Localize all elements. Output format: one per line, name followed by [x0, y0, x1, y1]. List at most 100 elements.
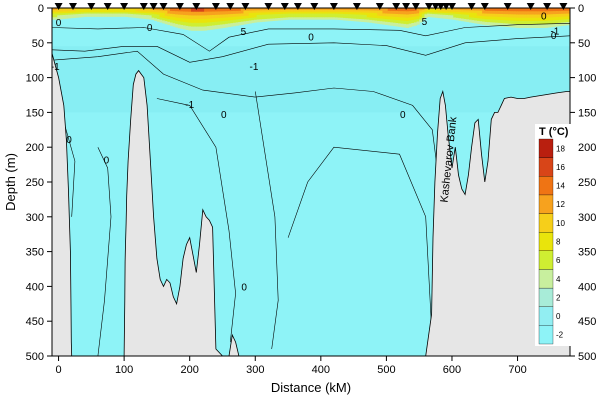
surface-temp-cell [54, 13, 58, 16]
station-marker [87, 3, 96, 10]
surface-temp-cell [267, 10, 271, 13]
surface-temp-cell [301, 13, 305, 16]
surface-temp-cell [416, 21, 420, 25]
surface-temp-cell [371, 20, 376, 24]
surface-temp-cell [251, 17, 255, 21]
surface-temp-cell [332, 15, 336, 18]
surface-temp-cell [542, 14, 546, 19]
surface-temp-cell [466, 10, 470, 14]
surface-temp-cell [114, 10, 119, 13]
surface-temp-cell [500, 20, 504, 24]
surface-temp-cell [72, 14, 77, 17]
surface-temp-cell [93, 12, 98, 15]
surface-temp-cell [261, 10, 265, 13]
surface-temp-cell [217, 21, 221, 26]
surface-temp-cell [537, 17, 541, 22]
surface-temp-cell [442, 13, 446, 16]
surface-temp-cell [490, 8, 494, 12]
surface-temp-cell [285, 17, 289, 20]
surface-temp-cell [408, 17, 412, 21]
surface-temp-cell [529, 8, 533, 12]
surface-temp-cell [151, 15, 155, 19]
surface-temp-cell [109, 13, 113, 16]
surface-temp-cell [264, 8, 268, 11]
surface-temp-cell [259, 19, 263, 23]
surface-temp-cell [125, 9, 129, 12]
surface-temp-cell [319, 11, 323, 15]
surface-temp-cell [154, 18, 158, 21]
surface-temp-cell [78, 15, 82, 18]
surface-temp-cell [445, 13, 449, 16]
surface-temp-cell [495, 19, 499, 24]
surface-temp-cell [366, 19, 370, 23]
surface-temp-cell [138, 8, 142, 11]
surface-temp-cell [86, 10, 90, 13]
surface-temp-cell [492, 13, 496, 18]
surface-temp-cell [350, 18, 355, 22]
legend-swatch [538, 250, 554, 270]
surface-temp-cell [274, 8, 279, 11]
surface-temp-cell [272, 8, 276, 11]
surface-temp-cell [311, 8, 315, 11]
surface-temp-cell [143, 11, 147, 14]
surface-temp-cell [324, 13, 328, 16]
surface-temp-cell [508, 11, 512, 15]
legend-label: 0 [556, 312, 561, 321]
surface-temp-cell [293, 11, 297, 15]
surface-temp-cell [563, 8, 567, 12]
surface-temp-cell [290, 13, 294, 16]
surface-temp-cell [172, 23, 176, 27]
surface-temp-cell [101, 10, 105, 13]
surface-temp-cell [151, 11, 155, 15]
surface-temp-cell [440, 12, 444, 16]
surface-temp-cell [463, 14, 467, 18]
surface-temp-cell [175, 8, 179, 12]
surface-temp-cell [198, 26, 202, 31]
surface-temp-cell [303, 17, 307, 20]
surface-temp-cell [303, 9, 307, 13]
surface-temp-cell [301, 8, 305, 11]
surface-temp-cell [232, 19, 237, 24]
surface-temp-cell [133, 9, 137, 12]
surface-temp-cell [62, 8, 66, 11]
surface-temp-cell [510, 11, 515, 15]
surface-temp-cell [513, 14, 517, 19]
seafloor-profile [52, 53, 570, 356]
surface-temp-cell [437, 12, 441, 15]
surface-temp-cell [453, 11, 457, 15]
surface-temp-cell [198, 19, 202, 24]
surface-temp-cell [78, 8, 82, 10]
surface-temp-cell [552, 11, 557, 15]
surface-temp-cell [225, 8, 229, 12]
surface-temp-cell [432, 15, 436, 18]
surface-temp-cell [531, 11, 536, 15]
surface-temp-cell [419, 17, 423, 21]
surface-temp-cell [52, 8, 56, 11]
surface-temp-cell [461, 18, 465, 22]
surface-temp-cell [568, 10, 570, 15]
station-marker [375, 3, 384, 10]
surface-temp-cell [482, 13, 486, 17]
surface-temp-cell [429, 8, 433, 10]
surface-temp-cell [209, 18, 213, 23]
surface-temp-cell [232, 16, 237, 21]
surface-temp-cell [550, 11, 554, 15]
surface-temp-cell [122, 13, 126, 16]
surface-temp-cell [204, 15, 208, 20]
surface-temp-cell [364, 10, 368, 14]
surface-temp-cell [411, 11, 415, 15]
surface-temp-cell [453, 13, 457, 17]
surface-temp-cell [327, 13, 331, 16]
legend-swatch [538, 213, 554, 233]
surface-temp-cell [293, 17, 297, 20]
surface-temp-cell [78, 13, 82, 16]
surface-temp-cell [437, 16, 441, 19]
contour-label: 0 [147, 23, 153, 34]
x-tick-label: 500 [377, 364, 395, 376]
surface-temp-cell [65, 13, 69, 16]
surface-temp-cell [479, 15, 483, 20]
surface-temp-cell [107, 12, 111, 15]
surface-temp-cell [474, 10, 478, 14]
surface-temp-cell [120, 10, 124, 13]
surface-temp-cell [57, 13, 61, 16]
